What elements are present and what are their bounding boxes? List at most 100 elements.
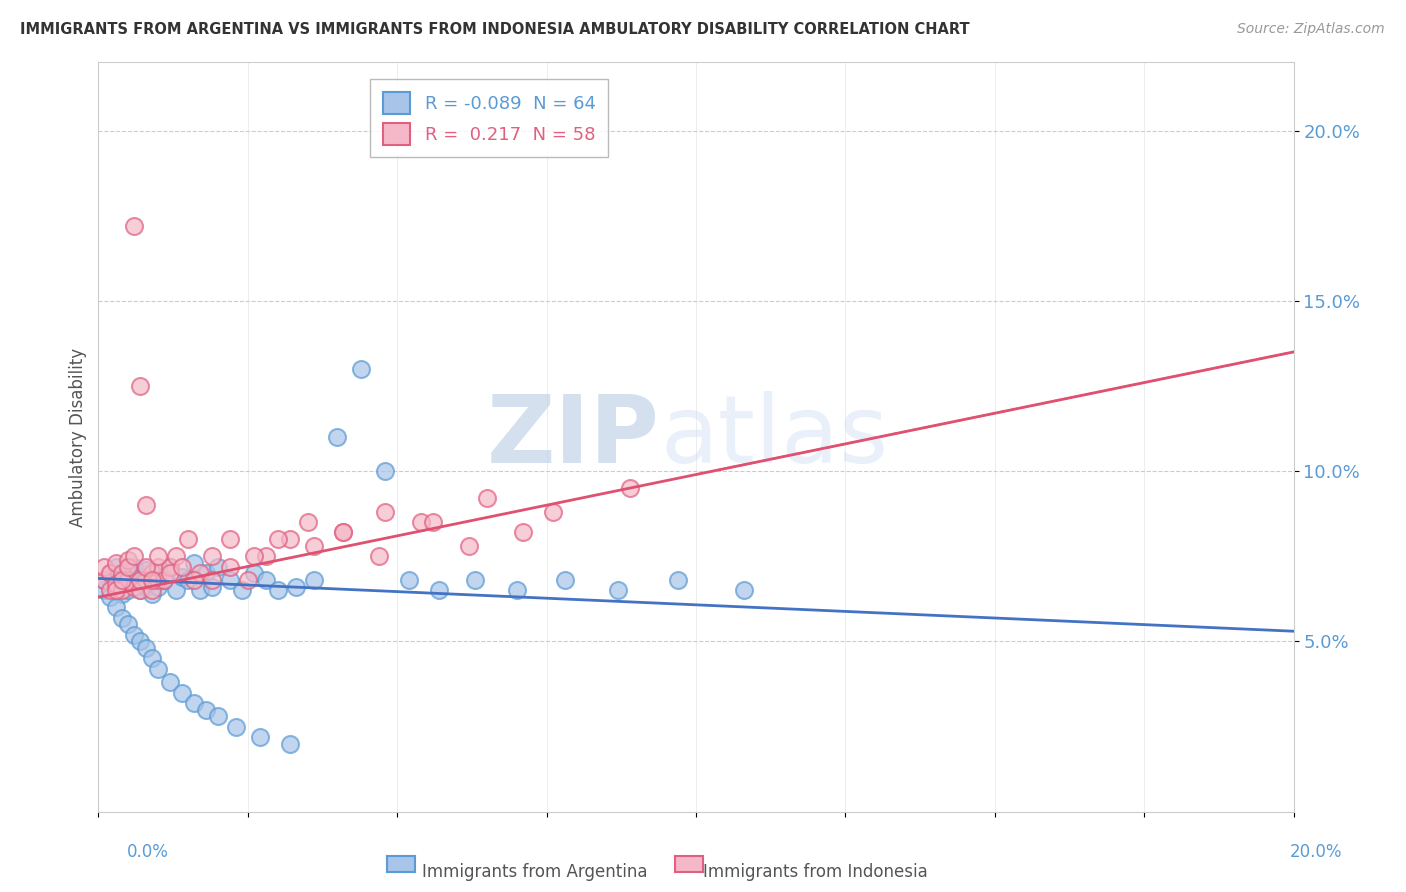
Point [183, 556, 205, 570]
Point [98, 566, 122, 581]
Point [225, 720, 247, 734]
Point [159, 559, 181, 574]
Point [117, 573, 139, 587]
Point [172, 559, 194, 574]
Point [117, 617, 139, 632]
Point [148, 580, 170, 594]
Point [165, 583, 187, 598]
Point [332, 525, 354, 540]
Point [105, 583, 128, 598]
Point [117, 583, 139, 598]
Point [124, 549, 146, 564]
Point [93, 559, 115, 574]
Point [219, 533, 242, 547]
Point [254, 573, 277, 587]
Text: IMMIGRANTS FROM ARGENTINA VS IMMIGRANTS FROM INDONESIA AMBULATORY DISABILITY COR: IMMIGRANTS FROM ARGENTINA VS IMMIGRANTS … [20, 22, 969, 37]
Point [129, 570, 152, 584]
Point [201, 573, 224, 587]
Point [278, 737, 301, 751]
Point [111, 587, 134, 601]
Legend: R = -0.089  N = 64, R =  0.217  N = 58: R = -0.089 N = 64, R = 0.217 N = 58 [370, 79, 609, 157]
Point [254, 549, 277, 564]
Point [219, 573, 242, 587]
Point [183, 573, 205, 587]
Point [207, 559, 229, 574]
Point [135, 498, 157, 512]
Point [267, 583, 290, 598]
Point [129, 583, 152, 598]
Point [512, 525, 534, 540]
Point [135, 580, 157, 594]
Point [326, 430, 349, 444]
Point [124, 559, 146, 574]
Point [148, 573, 170, 587]
Point [129, 573, 152, 587]
Point [141, 587, 163, 601]
Point [733, 583, 755, 598]
Point [427, 583, 450, 598]
Point [105, 559, 128, 574]
Point [117, 552, 139, 566]
Point [93, 573, 115, 587]
Point [619, 481, 641, 495]
Point [278, 533, 301, 547]
Point [666, 573, 689, 587]
Point [219, 559, 242, 574]
Text: ZIP: ZIP [488, 391, 661, 483]
Point [135, 573, 157, 587]
Point [98, 590, 122, 604]
Point [231, 583, 253, 598]
Point [159, 675, 181, 690]
Point [464, 573, 486, 587]
Text: 20.0%: 20.0% [1291, 843, 1343, 861]
Point [398, 573, 420, 587]
Point [188, 583, 211, 598]
Point [129, 379, 152, 393]
Point [111, 573, 134, 587]
Point [105, 556, 128, 570]
Point [148, 566, 170, 581]
Point [302, 539, 325, 553]
Point [172, 570, 194, 584]
Point [117, 559, 139, 574]
Text: Source: ZipAtlas.com: Source: ZipAtlas.com [1237, 22, 1385, 37]
Point [124, 580, 146, 594]
Point [93, 573, 115, 587]
Point [207, 709, 229, 723]
Point [297, 515, 319, 529]
Point [93, 583, 115, 598]
Point [124, 627, 146, 641]
Point [284, 580, 307, 594]
Point [148, 662, 170, 676]
Point [159, 559, 181, 574]
Point [135, 641, 157, 656]
Point [506, 583, 529, 598]
Point [422, 515, 444, 529]
Point [135, 559, 157, 574]
Point [111, 583, 134, 598]
Point [350, 362, 373, 376]
Point [236, 573, 259, 587]
Point [98, 566, 122, 581]
Point [201, 549, 224, 564]
Point [111, 566, 134, 581]
Point [183, 696, 205, 710]
Point [141, 651, 163, 665]
Point [172, 685, 194, 699]
Y-axis label: Ambulatory Disability: Ambulatory Disability [69, 348, 87, 526]
Point [105, 580, 128, 594]
Point [135, 563, 157, 577]
Point [249, 730, 271, 744]
Point [554, 573, 576, 587]
Point [607, 583, 630, 598]
Point [368, 549, 391, 564]
Point [148, 549, 170, 564]
Point [195, 702, 218, 716]
Point [374, 464, 396, 478]
Point [111, 610, 134, 624]
Point [243, 549, 266, 564]
Point [374, 505, 396, 519]
Text: atlas: atlas [661, 391, 889, 483]
Point [141, 566, 163, 581]
Point [105, 576, 128, 591]
